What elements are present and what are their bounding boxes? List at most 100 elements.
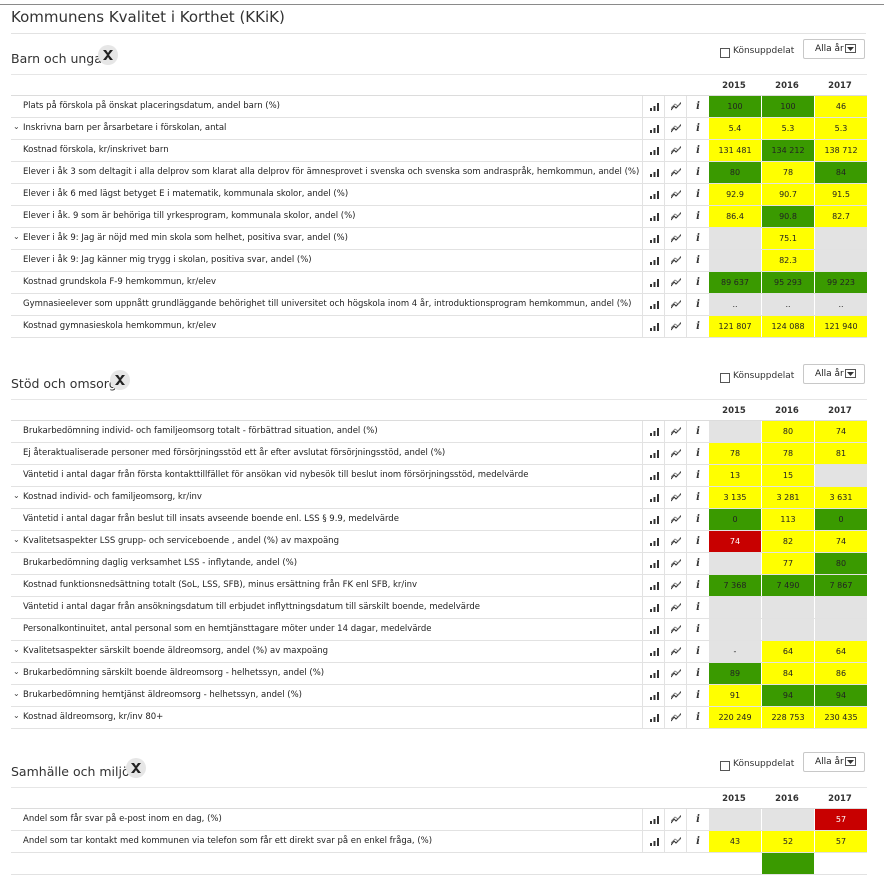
year-select[interactable]: Alla år: [803, 752, 865, 772]
kpi-name[interactable]: Elever i åk. 9 som är behöriga till yrke…: [23, 211, 356, 221]
value-cell-2015[interactable]: [708, 553, 761, 574]
year-select[interactable]: Alla år: [803, 39, 865, 59]
kpi-name[interactable]: Brukarbedömning särskilt boende äldreoms…: [23, 668, 325, 678]
value-cell-2017[interactable]: 3 631: [814, 487, 867, 508]
info-icon[interactable]: i: [686, 140, 709, 161]
value-cell-2017[interactable]: 86: [814, 663, 867, 684]
value-cell-2016[interactable]: [761, 853, 814, 874]
kpi-name[interactable]: Brukarbedömning hemtjänst äldreomsorg - …: [23, 690, 302, 700]
kpi-name[interactable]: Kostnad individ- och familjeomsorg, kr/i…: [23, 492, 202, 502]
chevron-down-icon[interactable]: ⌄: [13, 711, 20, 720]
value-cell-2015[interactable]: [708, 250, 761, 271]
bar-chart-icon[interactable]: [642, 487, 665, 508]
kpi-name[interactable]: Personalkontinuitet, antal personal som …: [23, 624, 432, 634]
value-cell-2015[interactable]: 100: [708, 96, 761, 117]
chevron-down-icon[interactable]: ⌄: [13, 667, 20, 676]
kpi-name[interactable]: Väntetid i antal dagar från beslut till …: [23, 514, 399, 524]
info-icon[interactable]: i: [686, 619, 709, 640]
info-icon[interactable]: i: [686, 118, 709, 139]
bar-chart-icon[interactable]: [642, 443, 665, 464]
table-row[interactable]: ⌄ Inskrivna barn per årsarbetare i försko…: [11, 118, 867, 140]
value-cell-2016[interactable]: 90.8: [761, 206, 814, 227]
info-icon[interactable]: i: [686, 531, 709, 552]
table-row[interactable]: Väntetid i antal dagar från ansökningsda…: [11, 597, 867, 619]
bar-chart-icon[interactable]: [642, 294, 665, 315]
table-row[interactable]: Andel som får svar på e-post inom en dag…: [11, 809, 867, 831]
value-cell-2017[interactable]: 46: [814, 96, 867, 117]
kpi-name[interactable]: Gymnasieelever som uppnått grundläggande…: [23, 299, 632, 309]
value-cell-2015[interactable]: 86.4: [708, 206, 761, 227]
value-cell-2017[interactable]: 64: [814, 641, 867, 662]
value-cell-2015[interactable]: [708, 809, 761, 830]
value-cell-2016[interactable]: 84: [761, 663, 814, 684]
bar-chart-icon[interactable]: [642, 184, 665, 205]
table-row[interactable]: Väntetid i antal dagar från beslut till …: [11, 509, 867, 531]
table-row[interactable]: Plats på förskola på önskat placeringsda…: [11, 96, 867, 118]
info-icon[interactable]: i: [686, 272, 709, 293]
value-cell-2015[interactable]: 91: [708, 685, 761, 706]
value-cell-2017[interactable]: 94: [814, 685, 867, 706]
value-cell-2015[interactable]: [708, 228, 761, 249]
value-cell-2016[interactable]: [761, 809, 814, 830]
chevron-down-icon[interactable]: ⌄: [13, 232, 20, 241]
value-cell-2017[interactable]: 74: [814, 421, 867, 442]
bar-chart-icon[interactable]: [642, 685, 665, 706]
trend-icon[interactable]: [664, 140, 687, 161]
trend-icon[interactable]: [664, 162, 687, 183]
trend-icon[interactable]: [664, 663, 687, 684]
year-select[interactable]: Alla år: [803, 364, 865, 384]
value-cell-2017[interactable]: 121 940: [814, 316, 867, 337]
info-icon[interactable]: i: [686, 509, 709, 530]
value-cell-2017[interactable]: [814, 597, 867, 618]
value-cell-2015[interactable]: 13: [708, 465, 761, 486]
value-cell-2015[interactable]: 78: [708, 443, 761, 464]
chevron-down-icon[interactable]: ⌄: [13, 491, 20, 500]
chevron-down-icon[interactable]: ⌄: [13, 122, 20, 131]
value-cell-2015[interactable]: 43: [708, 831, 761, 852]
value-cell-2017[interactable]: 0: [814, 509, 867, 530]
bar-chart-icon[interactable]: [642, 228, 665, 249]
table-row[interactable]: ⌄ Kostnad individ- och familjeomsorg, kr/…: [11, 487, 867, 509]
info-icon[interactable]: i: [686, 685, 709, 706]
value-cell-2015[interactable]: 5.4: [708, 118, 761, 139]
info-icon[interactable]: i: [686, 663, 709, 684]
info-icon[interactable]: i: [686, 707, 709, 728]
kpi-name[interactable]: Kostnad funktionsnedsättning totalt (SoL…: [23, 580, 418, 590]
value-cell-2017[interactable]: 138 712: [814, 140, 867, 161]
info-icon[interactable]: i: [686, 641, 709, 662]
trend-icon[interactable]: [664, 553, 687, 574]
table-row[interactable]: Kostnad förskola, kr/inskrivet barn i 131…: [11, 140, 867, 162]
info-icon[interactable]: i: [686, 162, 709, 183]
value-cell-2017[interactable]: [814, 228, 867, 249]
value-cell-2016[interactable]: 7 490: [761, 575, 814, 596]
value-cell-2016[interactable]: 228 753: [761, 707, 814, 728]
value-cell-2015[interactable]: [708, 619, 761, 640]
info-icon[interactable]: i: [686, 250, 709, 271]
value-cell-2016[interactable]: 78: [761, 162, 814, 183]
bar-chart-icon[interactable]: [642, 641, 665, 662]
trend-icon[interactable]: [664, 641, 687, 662]
value-cell-2017[interactable]: 74: [814, 531, 867, 552]
value-cell-2016[interactable]: 100: [761, 96, 814, 117]
value-cell-2016[interactable]: 77: [761, 553, 814, 574]
trend-icon[interactable]: [664, 250, 687, 271]
table-row[interactable]: ⌄ Kvalitetsaspekter LSS grupp- och servic…: [11, 531, 867, 553]
bar-chart-icon[interactable]: [642, 162, 665, 183]
bar-chart-icon[interactable]: [642, 206, 665, 227]
bar-chart-icon[interactable]: [642, 531, 665, 552]
value-cell-2017[interactable]: 230 435: [814, 707, 867, 728]
kpi-name[interactable]: Elever i åk 3 som deltagit i alla delpro…: [23, 167, 640, 177]
trend-icon[interactable]: [664, 96, 687, 117]
table-row[interactable]: Väntetid i antal dagar från första konta…: [11, 465, 867, 487]
trend-icon[interactable]: [664, 184, 687, 205]
table-row[interactable]: ⌄ Elever i åk 9: Jag är nöjd med min skol…: [11, 228, 867, 250]
value-cell-2017[interactable]: [814, 465, 867, 486]
bar-chart-icon[interactable]: [642, 619, 665, 640]
value-cell-2016[interactable]: 78: [761, 443, 814, 464]
value-cell-2016[interactable]: 5.3: [761, 118, 814, 139]
value-cell-2017[interactable]: 99 223: [814, 272, 867, 293]
chevron-down-icon[interactable]: ⌄: [13, 645, 20, 654]
kpi-name[interactable]: Andel som får svar på e-post inom en dag…: [23, 814, 222, 824]
value-cell-2017[interactable]: 82.7: [814, 206, 867, 227]
bar-chart-icon[interactable]: [642, 140, 665, 161]
